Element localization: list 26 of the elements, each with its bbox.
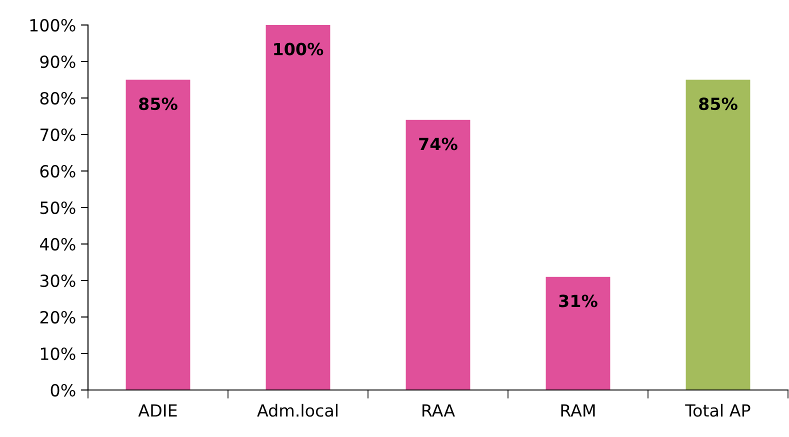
x-tick-label: ADIE (138, 404, 177, 417)
x-tick-label: Adm.local (257, 404, 338, 417)
bar (406, 120, 470, 390)
data-label: 74% (419, 138, 458, 150)
y-tick-label: 100% (30, 18, 76, 32)
y-tick-label: 30% (40, 274, 76, 288)
x-tick-label: Total AP (685, 404, 750, 417)
bar (686, 80, 750, 390)
y-tick-label: 10% (40, 347, 76, 360)
data-label: 31% (559, 294, 598, 308)
y-tick-label: 0% (50, 384, 76, 397)
bar (266, 25, 330, 390)
y-tick-label: 20% (40, 310, 76, 324)
bar (546, 276, 610, 390)
y-tick-label: 40% (40, 238, 76, 251)
x-tick-label: RAA (422, 404, 455, 417)
data-label: 85% (139, 98, 178, 110)
y-tick-label: 80% (40, 92, 76, 105)
y-tick-label: 90% (40, 55, 76, 68)
data-label: 85% (699, 98, 738, 110)
y-tick-label: 50% (40, 201, 76, 214)
data-label: 100% (274, 42, 324, 56)
bar (126, 80, 190, 390)
y-tick-label: 60% (40, 164, 76, 178)
y-tick-label: 70% (40, 128, 76, 142)
x-tick-label: RAM (561, 404, 595, 417)
